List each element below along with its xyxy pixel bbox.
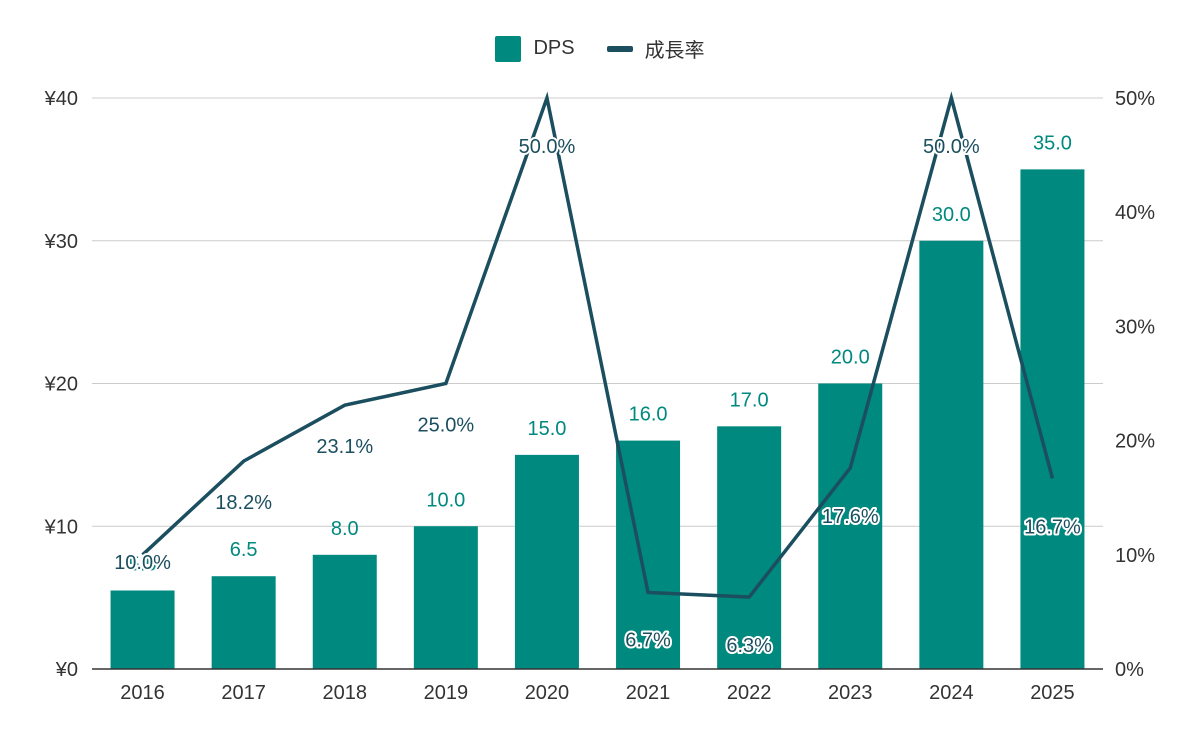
line-label-growth: 23.1% <box>316 436 373 458</box>
y-right-tick-label: 10% <box>1115 545 1155 567</box>
bar-dps <box>919 240 984 669</box>
line-label-growth: 25.0% <box>417 415 474 437</box>
line-label-growth: 50.0% <box>519 136 576 158</box>
bar-label-dps: 17.0 <box>730 389 769 411</box>
legend-swatch-growth <box>606 45 633 52</box>
y-left-tick-label: ¥0 <box>55 659 78 681</box>
axes: ¥0 ¥10 ¥20 ¥30 ¥40 0% 10% 20% 30% 40% 50% 2016 2017 2… <box>44 88 1156 704</box>
bar-label-dps: 20.0 <box>831 347 870 369</box>
bar-label-dps: 30.0 <box>932 204 971 226</box>
bar-data-labels: 5.5 6.5 8.0 10.0 15.0 16.0 17.0 20.0 30.0 35.0 <box>129 132 1072 575</box>
y-right-tick-label: 40% <box>1115 202 1155 224</box>
bar-label-dps: 10.0 <box>426 489 465 511</box>
y-right-tick-label: 0% <box>1115 659 1144 681</box>
bar-dps <box>818 383 883 669</box>
x-tick-label: 2021 <box>626 682 671 704</box>
bar-label-dps: 15.0 <box>527 418 566 440</box>
legend-item-dps[interactable]: DPS <box>495 35 575 62</box>
x-tick-label: 2017 <box>221 682 266 704</box>
line-label-growth: 16.7% <box>1024 516 1081 538</box>
bar-dps <box>110 590 175 669</box>
line-label-growth: 18.2% <box>215 492 272 514</box>
x-tick-label: 2025 <box>1030 682 1075 704</box>
y-left-tick-label: ¥40 <box>44 88 78 110</box>
y-left-tick-label: ¥30 <box>44 231 78 253</box>
bar-label-dps: 8.0 <box>331 518 359 540</box>
bar-label-dps: 16.0 <box>629 404 668 426</box>
y-left-tick-label: ¥10 <box>44 516 78 538</box>
x-tick-label: 2018 <box>323 682 368 704</box>
x-tick-label: 2024 <box>929 682 974 704</box>
x-tick-label: 2020 <box>525 682 570 704</box>
legend-label-dps: DPS <box>533 37 575 59</box>
bar-dps <box>717 426 782 669</box>
line-growth <box>141 91 1055 599</box>
legend: DPS 成長率 <box>0 34 1200 63</box>
x-tick-label: 2023 <box>828 682 873 704</box>
legend-swatch-dps <box>495 35 522 62</box>
line-label-growth: 6.7% <box>625 629 671 651</box>
legend-item-growth[interactable]: 成長率 <box>606 34 705 63</box>
line-label-growth: 17.6% <box>822 506 879 528</box>
line-label-growth: 10.0% <box>114 552 171 574</box>
y-left-tick-label: ¥20 <box>44 374 78 396</box>
x-tick-label: 2022 <box>727 682 772 704</box>
x-tick-label: 2019 <box>424 682 469 704</box>
bar-dps <box>413 526 478 669</box>
y-right-tick-label: 20% <box>1115 431 1155 453</box>
y-right-tick-label: 50% <box>1115 88 1155 110</box>
bar-label-dps: 6.5 <box>230 539 258 561</box>
line-data-labels: 10.0% 18.2% 23.1% 25.0% 50.0% 6.7% 6.3% 17.6% 50… <box>112 134 1083 659</box>
bar-dps <box>514 454 579 669</box>
bar-dps <box>1020 169 1085 669</box>
bar-dps <box>211 576 276 669</box>
line-label-growth: 50.0% <box>923 136 980 158</box>
line-series <box>141 91 1055 599</box>
bar-dps <box>312 554 377 669</box>
bar-dps <box>616 440 681 669</box>
legend-label-growth: 成長率 <box>644 40 705 62</box>
bar-series <box>110 169 1085 669</box>
bar-label-dps: 5.5 <box>129 553 157 575</box>
line-label-growth: 6.3% <box>726 635 772 657</box>
x-tick-label: 2016 <box>120 682 165 704</box>
bar-label-dps: 35.0 <box>1033 132 1072 154</box>
y-right-tick-label: 30% <box>1115 316 1155 338</box>
